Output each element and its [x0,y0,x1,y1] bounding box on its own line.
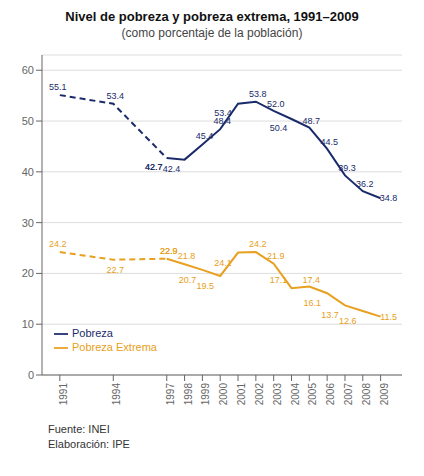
svg-text:36.2: 36.2 [356,179,374,189]
svg-text:42.4: 42.4 [163,164,181,174]
svg-text:1991: 1991 [58,383,69,406]
svg-text:55.1: 55.1 [49,82,67,92]
svg-text:53.4: 53.4 [214,108,232,118]
svg-text:2008: 2008 [361,383,372,406]
svg-text:21.8: 21.8 [178,251,196,261]
svg-text:40: 40 [22,166,34,178]
html-text:Elaboración: IPE: Elaboración: IPE [48,438,130,450]
svg-text:10: 10 [22,318,34,330]
svg-text:1994: 1994 [111,383,122,406]
svg-text:2003: 2003 [272,383,283,406]
svg-text:53.8: 53.8 [249,89,267,99]
svg-text:34.8: 34.8 [380,193,398,203]
svg-text:60: 60 [22,64,34,76]
html-text:Pobreza: Pobreza [72,327,113,339]
svg-text:2009: 2009 [379,383,390,406]
svg-text:30: 30 [22,217,34,229]
svg-text:22.9: 22.9 [160,246,178,256]
html-text:Fuente: INEI: Fuente: INEI [48,423,110,435]
svg-text:22.9: 22.9 [160,246,178,256]
svg-text:2006: 2006 [325,383,336,406]
svg-text:1998: 1998 [183,383,194,406]
svg-text:2002: 2002 [254,383,265,406]
html-text:(como porcentaje de la poblaci: (como porcentaje de la población) [121,26,303,40]
svg-text:50: 50 [22,115,34,127]
html-text:Pobreza Extrema: Pobreza Extrema [72,341,157,354]
svg-text:0: 0 [28,369,34,381]
svg-text:17.1: 17.1 [270,275,288,285]
svg-text:52.0: 52.0 [267,99,285,109]
svg-text:39.3: 39.3 [338,163,356,173]
svg-text:17.4: 17.4 [303,275,321,285]
svg-text:20: 20 [22,267,34,279]
svg-text:12.6: 12.6 [339,316,357,326]
svg-text:24.1: 24.1 [214,258,232,268]
svg-text:45.4: 45.4 [196,131,214,141]
svg-text:2005: 2005 [307,383,318,406]
svg-text:24.2: 24.2 [49,239,67,249]
svg-text:22.7: 22.7 [107,265,125,275]
svg-text:44.5: 44.5 [320,137,338,147]
svg-text:48.7: 48.7 [303,116,321,126]
svg-text:42.7: 42.7 [145,162,163,172]
svg-text:2000: 2000 [218,383,229,406]
svg-text:21.9: 21.9 [267,251,285,261]
svg-text:19.5: 19.5 [196,281,214,291]
svg-text:24.2: 24.2 [249,239,267,249]
svg-text:1997: 1997 [165,383,176,406]
svg-text:50.4: 50.4 [270,123,288,133]
svg-text:16.1: 16.1 [303,298,321,308]
svg-text:13.7: 13.7 [321,310,339,320]
svg-text:2001: 2001 [236,383,247,406]
svg-text:2007: 2007 [343,383,354,406]
svg-text:2004: 2004 [290,383,301,406]
svg-text:53.4: 53.4 [107,91,125,101]
svg-text:20.7: 20.7 [179,275,197,285]
svg-text:11.5: 11.5 [380,312,397,322]
svg-text:48.4: 48.4 [213,116,231,127]
html-text:Nivel de pobreza y pobreza ext: Nivel de pobreza y pobreza extrema, 1991… [65,9,359,24]
svg-text:42.7: 42.7 [145,162,163,172]
svg-text:1999: 1999 [200,383,211,406]
